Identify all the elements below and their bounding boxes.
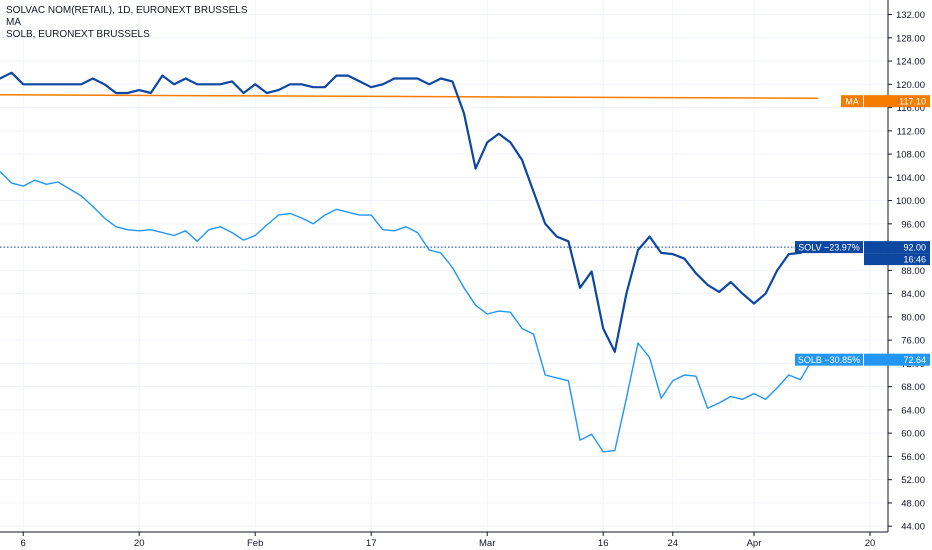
price-label-solb-name: SOLB −30.85% bbox=[798, 355, 860, 365]
chart-legend: SOLVAC NOM(RETAIL), 1D, EURONEXT BRUSSEL… bbox=[6, 5, 248, 41]
chart-grid bbox=[0, 0, 888, 532]
y-tick-label: 96.00 bbox=[901, 219, 925, 230]
price-label-solv-name-box bbox=[795, 241, 863, 254]
y-tick-label: 56.00 bbox=[901, 452, 925, 463]
x-tick-label: Apr bbox=[747, 538, 762, 549]
price-label-solb-value-box bbox=[864, 353, 930, 366]
x-tick-label: 20 bbox=[134, 538, 145, 549]
price-label-solv-countdown: 16:46 bbox=[903, 254, 926, 264]
price-label-solv-name: SOLV −23.97% bbox=[798, 242, 860, 252]
legend-study-ma[interactable]: MA bbox=[6, 17, 21, 28]
y-tick-label: 68.00 bbox=[901, 382, 925, 393]
y-tick-label: 132.00 bbox=[896, 10, 925, 21]
legend-compare-symbol[interactable]: SOLB, EURONEXT BRUSSELS bbox=[6, 29, 150, 40]
y-tick-label: 52.00 bbox=[901, 475, 925, 486]
x-tick-label: Feb bbox=[247, 538, 263, 549]
y-tick-label: 120.00 bbox=[896, 80, 925, 91]
y-tick-label: 100.00 bbox=[896, 196, 925, 207]
price-label-ma-value: 117.10 bbox=[899, 96, 926, 106]
y-tick-label: 48.00 bbox=[901, 498, 925, 509]
series-line-solv bbox=[0, 71, 814, 353]
y-tick-label: 76.00 bbox=[901, 336, 925, 347]
x-tick-label: 16 bbox=[598, 538, 609, 549]
y-tick-label: 80.00 bbox=[901, 312, 925, 323]
y-tick-label: 104.00 bbox=[896, 173, 925, 184]
x-tick-label: 20 bbox=[865, 538, 876, 549]
y-tick-label: 88.00 bbox=[901, 266, 925, 277]
y-tick-label: 44.00 bbox=[901, 522, 925, 533]
y-tick-label: 84.00 bbox=[901, 289, 925, 300]
ma-layer bbox=[0, 94, 818, 100]
price-label-solv-value-box bbox=[864, 241, 930, 254]
legend-main-title[interactable]: SOLVAC NOM(RETAIL), 1D, EURONEXT BRUSSEL… bbox=[6, 5, 248, 16]
y-tick-label: 128.00 bbox=[896, 33, 925, 44]
price-label-ma-name: MA bbox=[845, 96, 859, 106]
x-tick-label: 17 bbox=[366, 538, 377, 549]
x-tick-label: 6 bbox=[21, 538, 26, 549]
price-label-solb-value: 72.64 bbox=[903, 355, 926, 365]
y-tick-label: 124.00 bbox=[896, 57, 925, 68]
price-label-ma-value-box bbox=[864, 95, 930, 108]
price-label-solv-value: 92.00 bbox=[903, 242, 926, 252]
price-label-ma-name-box bbox=[841, 95, 863, 108]
price-label-solv-countdown-box bbox=[864, 253, 930, 266]
y-tick-label: 60.00 bbox=[901, 429, 925, 440]
x-tick-label: 24 bbox=[668, 538, 679, 549]
y-tick-label: 116.00 bbox=[897, 103, 925, 114]
price-labels-layer: SOLV −23.97% 92.00 16:46 SOLB −30.85% 72.64 M… bbox=[795, 95, 930, 366]
y-tick-label: 64.00 bbox=[901, 405, 925, 416]
price-label-solb-name-box bbox=[795, 353, 863, 366]
y-tick-label: 108.00 bbox=[896, 150, 925, 161]
x-tick-label: Mar bbox=[479, 538, 495, 549]
series-line-solb bbox=[0, 170, 813, 453]
ma-line bbox=[0, 94, 818, 100]
y-tick-label: 112.00 bbox=[897, 126, 925, 137]
series-layer bbox=[0, 71, 888, 453]
